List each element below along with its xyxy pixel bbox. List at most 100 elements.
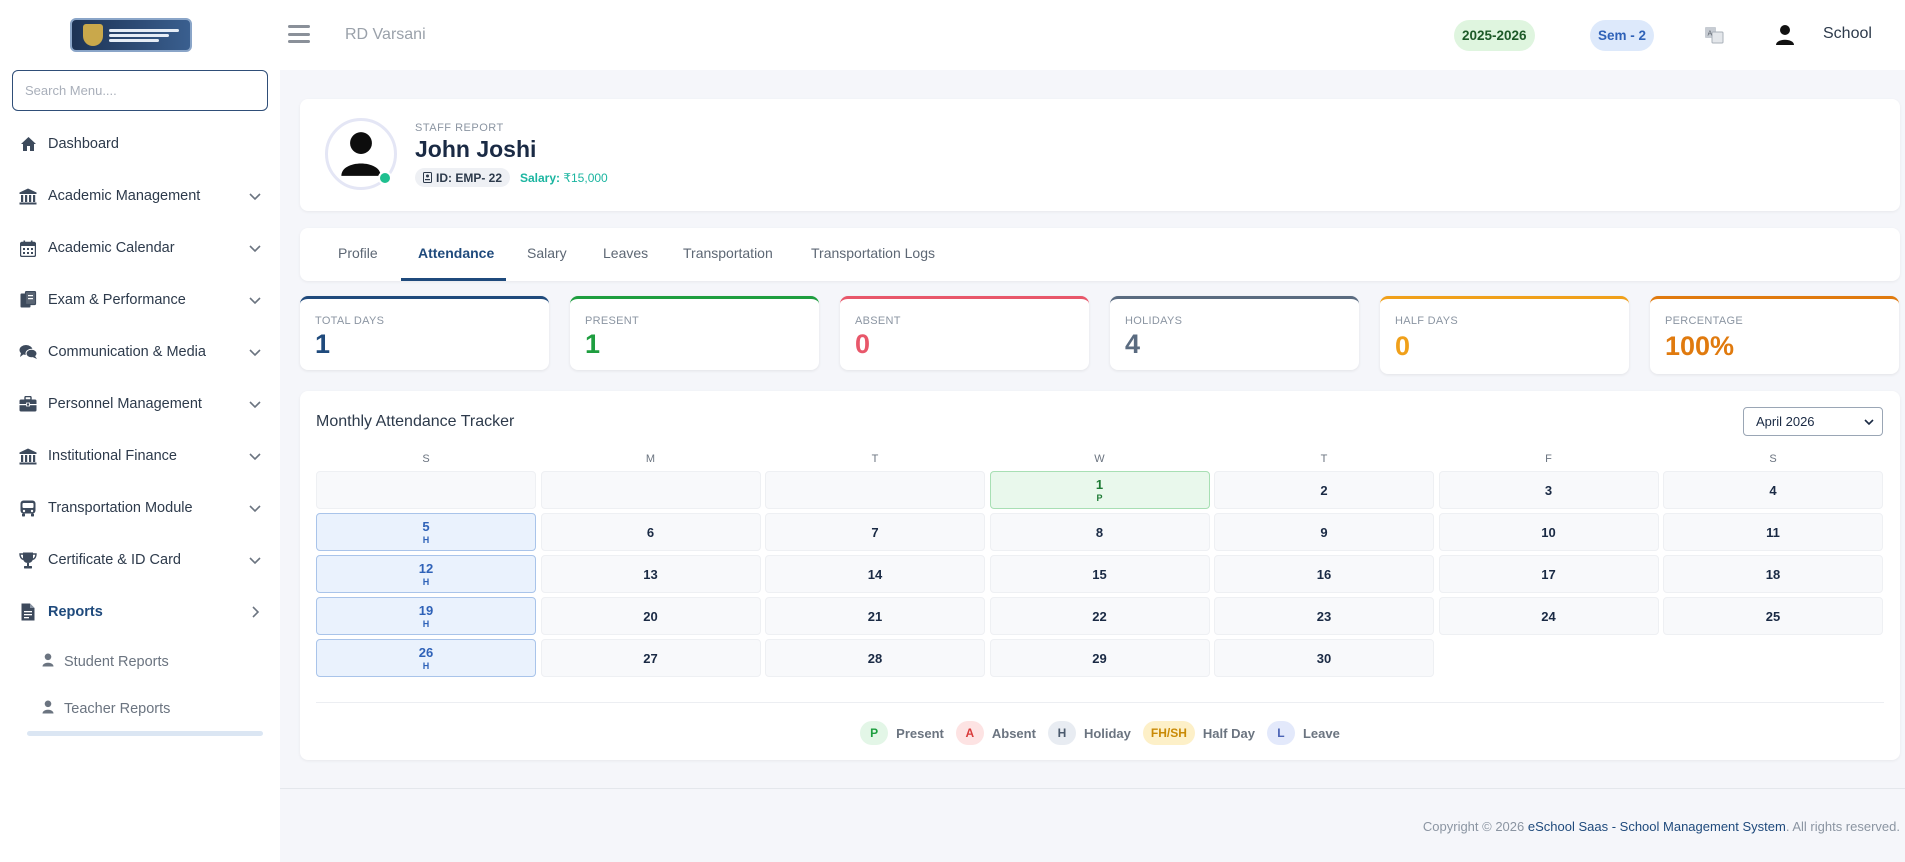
sidebar-item-academic-calendar[interactable]: Academic Calendar	[0, 222, 280, 274]
stat-card-half-days: HALF DAYS 0	[1380, 296, 1629, 374]
sidebar-item-reports[interactable]: Reports	[0, 586, 280, 638]
school-name: RD Varsani	[345, 26, 426, 43]
sidebar-item-exam-performance[interactable]: Exam & Performance	[0, 274, 280, 326]
calendar-day-cell[interactable]: 28	[765, 639, 985, 677]
calendar-day-cell[interactable]: 6	[540, 513, 761, 551]
tab-attendance[interactable]: Attendance	[418, 245, 495, 261]
sidebar-item-personnel-management[interactable]: Personnel Management	[0, 378, 280, 430]
calendar-day-cell[interactable]: 12 H	[316, 555, 536, 593]
calendar-day-cell[interactable]: 13	[540, 555, 761, 593]
sidebar-item-dashboard[interactable]: Dashboard	[0, 118, 280, 170]
tab-profile[interactable]: Profile	[338, 245, 378, 261]
sidebar-item-transportation-module[interactable]: Transportation Module	[0, 482, 280, 534]
calendar-day-cell[interactable]: 23	[1214, 597, 1434, 635]
calendar-day-cell[interactable]: 24	[1438, 597, 1659, 635]
calendar-day-cell[interactable]: 21	[765, 597, 985, 635]
day-number: 14	[867, 566, 883, 582]
search-menu-input[interactable]	[12, 70, 268, 111]
day-number: 29	[1092, 650, 1107, 666]
calendar-day-cell[interactable]: 17	[1438, 555, 1659, 593]
calendar-day-cell[interactable]: 29	[989, 639, 1210, 677]
home-icon	[18, 134, 38, 154]
stat-value: 1	[585, 329, 601, 359]
tab-leaves[interactable]: Leaves	[603, 245, 649, 261]
stat-label: HALF DAYS	[1395, 315, 1459, 327]
tab-salary[interactable]: Salary	[527, 245, 567, 261]
calendar-empty-cell	[540, 471, 761, 509]
footer-brand-link[interactable]: eSchool Saas - School Management System	[1527, 819, 1786, 834]
weekday-header: S	[422, 453, 430, 465]
tab-transportation[interactable]: Transportation	[683, 245, 773, 261]
sidebar-scrollbar[interactable]	[27, 731, 263, 736]
day-number: 22	[1092, 608, 1107, 624]
day-number: 17	[1541, 566, 1556, 582]
calendar-day-cell[interactable]: 10	[1438, 513, 1659, 551]
sidebar-subitem-student-reports[interactable]: Student Reports	[0, 638, 280, 685]
sidebar-item-label: Transportation Module	[48, 500, 193, 516]
calendar-day-cell[interactable]: 18	[1663, 555, 1883, 593]
calendar-day-cell[interactable]: 25	[1663, 597, 1883, 635]
legend-badge: L	[1266, 721, 1295, 745]
hamburger-menu-icon[interactable]	[288, 25, 310, 43]
user-name[interactable]: School	[1823, 25, 1872, 42]
calendar-day-cell[interactable]: 11	[1663, 513, 1883, 551]
day-number: 20	[643, 608, 658, 624]
sidebar-item-label: Personnel Management	[48, 396, 202, 412]
sidebar-item-institutional-finance[interactable]: Institutional Finance	[0, 430, 280, 482]
legend-item-absent: A Absent	[955, 721, 1036, 745]
sidebar-subitem-teacher-reports[interactable]: Teacher Reports	[0, 685, 280, 732]
stat-value: 0	[855, 329, 871, 359]
day-number: 26	[418, 645, 434, 660]
calendar-day-cell[interactable]: 4	[1663, 471, 1883, 509]
stat-value: 4	[1125, 329, 1141, 359]
weekday-header: T	[871, 453, 879, 465]
user-avatar-icon[interactable]	[1775, 24, 1795, 46]
chevron-down-icon	[249, 453, 261, 461]
sidebar-item-communication-media[interactable]: Communication & Media	[0, 326, 280, 378]
sidebar-item-academic-management[interactable]: Academic Management	[0, 170, 280, 222]
calendar-day-cell[interactable]: 26 H	[316, 639, 536, 677]
weekday-header: M	[645, 453, 656, 465]
tab-transportation-logs[interactable]: Transportation Logs	[811, 245, 935, 261]
calendar-day-cell[interactable]: 22	[989, 597, 1210, 635]
day-number: 25	[1765, 608, 1781, 624]
employee-id-text: ID: EMP- 22	[436, 170, 503, 185]
shield-icon	[83, 24, 103, 46]
user-icon	[42, 700, 54, 717]
chevron-down-icon	[249, 297, 261, 305]
semester-badge[interactable]: Sem - 2	[1590, 20, 1655, 51]
weekday-header: F	[1545, 453, 1552, 465]
translate-icon[interactable]: A	[1704, 25, 1724, 45]
attendance-code: H	[422, 661, 430, 671]
school-logo[interactable]	[70, 18, 192, 52]
academic-year-badge[interactable]: 2025-2026	[1454, 20, 1535, 51]
day-number: 19	[418, 603, 434, 618]
calendar-day-cell[interactable]: 8	[989, 513, 1210, 551]
calendar-day-cell[interactable]: 15	[989, 555, 1210, 593]
legend-item-half-day: FH/SH Half Day	[1142, 721, 1255, 745]
sidebar-item-certificate-id-card[interactable]: Certificate & ID Card	[0, 534, 280, 586]
calendar-day-cell[interactable]: 14	[765, 555, 985, 593]
day-number: 15	[1092, 566, 1107, 582]
month-select[interactable]: April 2026	[1743, 407, 1883, 436]
calendar-day-cell[interactable]: 2	[1214, 471, 1434, 509]
calendar-day-cell[interactable]: 20	[540, 597, 761, 635]
calendar-day-cell[interactable]: 9	[1214, 513, 1434, 551]
footer-suffix: . All rights reserved.	[1785, 819, 1900, 834]
day-number: 10	[1541, 524, 1556, 540]
bank-icon	[18, 446, 38, 466]
chevron-right-icon	[252, 606, 260, 618]
stat-card-present: PRESENT 1	[570, 296, 819, 370]
sidebar-item-label: Exam & Performance	[48, 292, 186, 308]
user-icon	[42, 653, 54, 670]
calendar-day-cell[interactable]: 16	[1214, 555, 1434, 593]
calendar-day-cell[interactable]: 3	[1438, 471, 1659, 509]
calendar-day-cell[interactable]: 7	[765, 513, 985, 551]
calendar-day-cell[interactable]: 19 H	[316, 597, 536, 635]
calendar-day-cell[interactable]: 30	[1214, 639, 1434, 677]
calendar-day-cell[interactable]: 27	[540, 639, 761, 677]
attendance-code: H	[422, 535, 430, 545]
footer-copyright: Copyright © 2026 eSchool Saas - School M…	[1423, 819, 1900, 834]
